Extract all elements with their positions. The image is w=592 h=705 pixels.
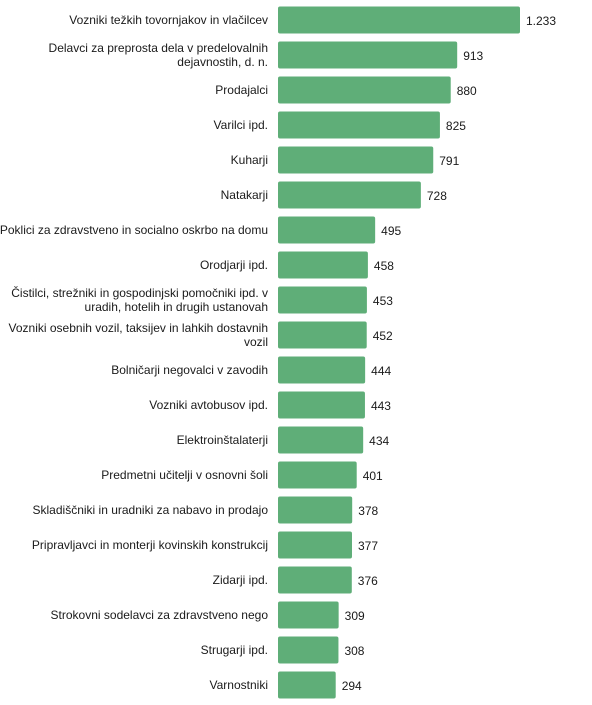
bar-5 xyxy=(278,146,434,174)
category-label-20: Varnostniki xyxy=(210,678,268,692)
category-label-18: Strokovni sodelavci za zdravstveno nego xyxy=(51,608,269,622)
bar-8 xyxy=(278,251,368,279)
value-label-2: 913 xyxy=(463,49,483,63)
value-label-5: 791 xyxy=(439,154,459,168)
bar-7 xyxy=(278,216,376,244)
category-label-2: Delavci za preprosta dela v predelovalni… xyxy=(49,41,268,69)
value-label-7: 495 xyxy=(381,224,401,238)
value-label-1: 1.233 xyxy=(526,14,556,28)
category-label-16: Pripravljavci in monterji kovinskih kons… xyxy=(32,538,268,552)
value-label-12: 443 xyxy=(371,399,391,413)
category-label-line: Čistilci, strežniki in gospodinjski pomo… xyxy=(11,285,268,300)
category-label-line: Natakarji xyxy=(221,188,268,202)
bar-14 xyxy=(278,461,357,489)
category-label-line: vozil xyxy=(244,335,268,349)
value-label-14: 401 xyxy=(363,469,383,483)
category-label-3: Prodajalci xyxy=(215,83,268,97)
category-label-line: Varnostniki xyxy=(210,678,268,692)
category-label-9: Čistilci, strežniki in gospodinjski pomo… xyxy=(11,285,268,314)
bar-11 xyxy=(278,356,366,384)
bar-17 xyxy=(278,566,352,594)
value-label-15: 378 xyxy=(358,504,378,518)
category-label-line: Bolničarji negovalci v zavodih xyxy=(111,363,268,377)
category-label-line: Zidarji ipd. xyxy=(213,573,268,587)
bar-18 xyxy=(278,601,339,629)
value-label-18: 309 xyxy=(345,609,365,623)
value-label-19: 308 xyxy=(344,644,364,658)
category-label-10: Vozniki osebnih vozil, taksijev in lahki… xyxy=(9,321,268,349)
category-label-line: Vozniki težkih tovornjakov in vlačilcev xyxy=(69,13,268,27)
bar-13 xyxy=(278,426,364,454)
category-label-4: Varilci ipd. xyxy=(214,118,268,132)
value-label-8: 458 xyxy=(374,259,394,273)
bar-1 xyxy=(278,6,520,34)
category-label-13: Elektroinštalaterji xyxy=(177,433,268,447)
category-label-17: Zidarji ipd. xyxy=(213,573,268,587)
value-label-10: 452 xyxy=(373,329,393,343)
category-label-19: Strugarji ipd. xyxy=(201,643,268,657)
bar-15 xyxy=(278,496,353,524)
value-label-6: 728 xyxy=(427,189,447,203)
bars-layer xyxy=(278,6,520,699)
category-label-line: Prodajalci xyxy=(215,83,268,97)
category-label-line: Vozniki avtobusov ipd. xyxy=(149,398,268,412)
category-label-1: Vozniki težkih tovornjakov in vlačilcev xyxy=(69,13,268,27)
bar-2 xyxy=(278,41,458,69)
bar-6 xyxy=(278,181,421,209)
category-label-line: Strugarji ipd. xyxy=(201,643,268,657)
category-label-line: Orodjarji ipd. xyxy=(200,258,268,272)
value-label-16: 377 xyxy=(358,539,378,553)
category-labels: Vozniki težkih tovornjakov in vlačilcev D… xyxy=(0,13,268,692)
value-label-4: 825 xyxy=(446,119,466,133)
value-label-13: 434 xyxy=(369,434,389,448)
value-label-11: 444 xyxy=(371,364,391,378)
bar-16 xyxy=(278,531,352,559)
bar-12 xyxy=(278,391,365,419)
category-label-12: Vozniki avtobusov ipd. xyxy=(149,398,268,412)
category-label-8: Orodjarji ipd. xyxy=(200,258,268,272)
category-label-line: Predmetni učitelji v osnovni šoli xyxy=(101,468,268,482)
value-label-20: 294 xyxy=(342,679,362,693)
bar-4 xyxy=(278,111,440,139)
category-label-line: Vozniki osebnih vozil, taksijev in lahki… xyxy=(9,321,268,335)
bar-10 xyxy=(278,321,367,349)
category-label-line: Poklici za zdravstveno in socialno oskrb… xyxy=(0,223,268,237)
bar-3 xyxy=(278,76,451,104)
category-label-line: Skladiščniki in uradniki za nabavo in pr… xyxy=(33,503,269,517)
value-labels: 1.233 913 880 825 791 728 495 458 453 452 444 443 43… xyxy=(342,14,557,693)
category-label-14: Predmetni učitelji v osnovni šoli xyxy=(101,468,268,482)
category-label-line: Varilci ipd. xyxy=(214,118,268,132)
value-label-3: 880 xyxy=(457,84,477,98)
value-label-9: 453 xyxy=(373,294,393,308)
category-label-line: dejavnostih, d. n. xyxy=(177,55,268,69)
value-label-17: 376 xyxy=(358,574,378,588)
category-label-5: Kuharji xyxy=(231,153,268,167)
category-label-15: Skladiščniki in uradniki za nabavo in pr… xyxy=(33,503,269,517)
category-label-11: Bolničarji negovalci v zavodih xyxy=(111,363,268,377)
bar-19 xyxy=(278,636,339,664)
bar-9 xyxy=(278,286,367,314)
category-label-line: Delavci za preprosta dela v predelovalni… xyxy=(49,41,268,55)
category-label-6: Natakarji xyxy=(221,188,268,202)
bar-20 xyxy=(278,671,336,699)
category-label-line: Elektroinštalaterji xyxy=(177,433,268,447)
category-label-line: uradih, hotelih in drugih ustanovah xyxy=(85,300,268,314)
category-label-line: Pripravljavci in monterji kovinskih kons… xyxy=(32,538,268,552)
category-label-line: Strokovni sodelavci za zdravstveno nego xyxy=(51,608,269,622)
category-label-7: Poklici za zdravstveno in socialno oskrb… xyxy=(0,223,268,237)
category-label-line: Kuharji xyxy=(231,153,268,167)
